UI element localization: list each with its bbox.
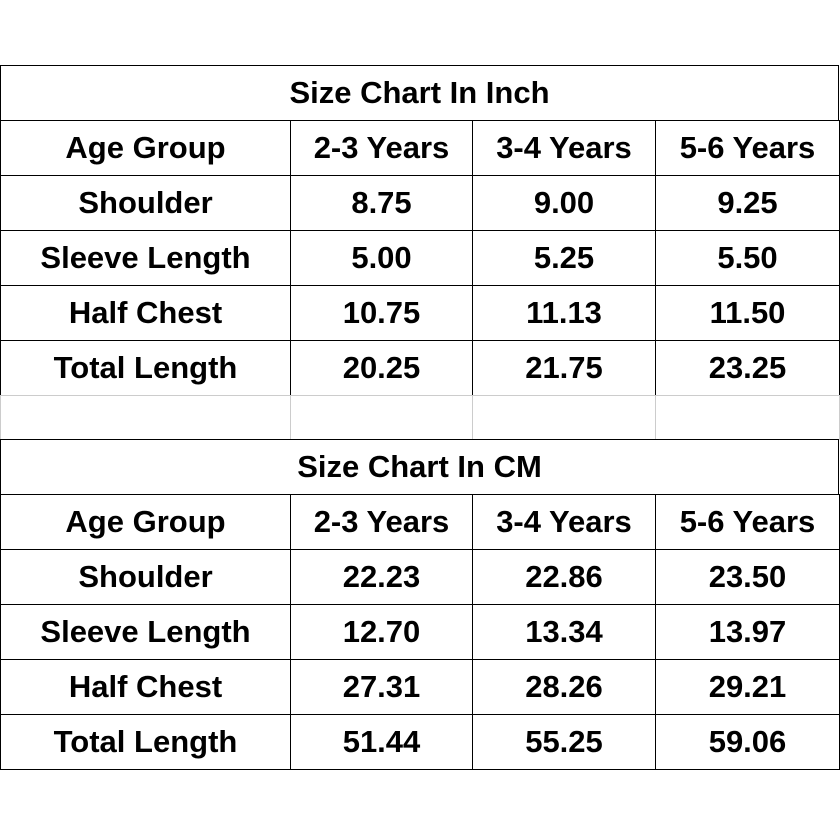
column-header: 5-6 Years: [655, 120, 840, 176]
row-label: Total Length: [0, 714, 291, 770]
size-value: 11.13: [472, 285, 656, 341]
size-value: 51.44: [290, 714, 473, 770]
row-label: Total Length: [0, 340, 291, 396]
row-label: Sleeve Length: [0, 230, 291, 286]
column-header: 2-3 Years: [290, 494, 473, 550]
size-value: 59.06: [655, 714, 840, 770]
size-value: 23.50: [655, 549, 840, 605]
size-value: 22.23: [290, 549, 473, 605]
size-value: 23.25: [655, 340, 840, 396]
size-value: 10.75: [290, 285, 473, 341]
size-value: 13.97: [655, 604, 840, 660]
size-value: 9.25: [655, 175, 840, 231]
table-title: Size Chart In CM: [0, 439, 839, 495]
size-value: 5.25: [472, 230, 656, 286]
size-value: 21.75: [472, 340, 656, 396]
size-value: 8.75: [290, 175, 473, 231]
blank-cell: [655, 395, 840, 440]
row-label: Half Chest: [0, 659, 291, 715]
row-label: Shoulder: [0, 549, 291, 605]
column-header: 3-4 Years: [472, 494, 656, 550]
size-value: 27.31: [290, 659, 473, 715]
blank-cell: [472, 395, 656, 440]
size-value: 5.00: [290, 230, 473, 286]
row-label: Half Chest: [0, 285, 291, 341]
size-value: 12.70: [290, 604, 473, 660]
row-label: Sleeve Length: [0, 604, 291, 660]
size-value: 55.25: [472, 714, 656, 770]
blank-cell: [0, 395, 291, 440]
column-header: 5-6 Years: [655, 494, 840, 550]
size-value: 22.86: [472, 549, 656, 605]
column-header: 2-3 Years: [290, 120, 473, 176]
table-title: Size Chart In Inch: [0, 65, 839, 121]
column-header: 3-4 Years: [472, 120, 656, 176]
row-header: Age Group: [0, 120, 291, 176]
size-value: 29.21: [655, 659, 840, 715]
size-value: 9.00: [472, 175, 656, 231]
size-value: 20.25: [290, 340, 473, 396]
blank-cell: [290, 395, 473, 440]
row-label: Shoulder: [0, 175, 291, 231]
size-value: 11.50: [655, 285, 840, 341]
size-value: 13.34: [472, 604, 656, 660]
row-header: Age Group: [0, 494, 291, 550]
size-value: 5.50: [655, 230, 840, 286]
size-value: 28.26: [472, 659, 656, 715]
